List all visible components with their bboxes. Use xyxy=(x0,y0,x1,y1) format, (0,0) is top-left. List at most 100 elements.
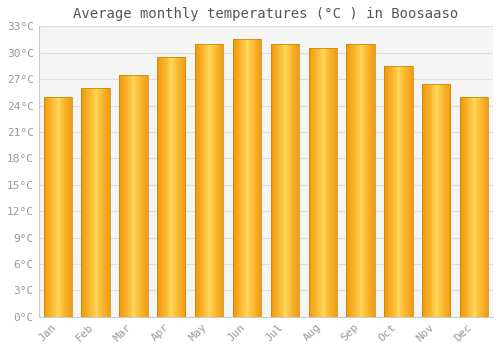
Bar xyxy=(243,40,244,317)
Bar xyxy=(428,84,430,317)
Bar xyxy=(94,88,96,317)
Bar xyxy=(346,44,375,317)
Bar xyxy=(176,57,177,317)
Bar xyxy=(122,75,123,317)
Bar xyxy=(460,97,488,317)
Bar xyxy=(215,44,216,317)
Bar xyxy=(369,44,370,317)
Bar xyxy=(426,84,427,317)
Bar xyxy=(168,57,170,317)
Bar xyxy=(256,40,258,317)
Bar xyxy=(55,97,56,317)
Bar xyxy=(254,40,256,317)
Bar xyxy=(407,66,408,317)
Bar xyxy=(370,44,371,317)
Bar xyxy=(143,75,144,317)
Bar xyxy=(372,44,373,317)
Bar xyxy=(213,44,214,317)
Bar xyxy=(440,84,441,317)
Bar xyxy=(121,75,122,317)
Bar xyxy=(318,48,319,317)
Bar xyxy=(69,97,70,317)
Bar xyxy=(443,84,444,317)
Bar xyxy=(364,44,366,317)
Bar xyxy=(238,40,240,317)
Bar xyxy=(473,97,474,317)
Bar xyxy=(354,44,355,317)
Bar xyxy=(64,97,66,317)
Bar xyxy=(51,97,52,317)
Bar xyxy=(105,88,106,317)
Bar xyxy=(282,44,283,317)
Bar xyxy=(272,44,274,317)
Bar xyxy=(310,48,312,317)
Bar xyxy=(334,48,335,317)
Bar xyxy=(313,48,314,317)
Bar xyxy=(362,44,364,317)
Bar xyxy=(157,57,158,317)
Bar xyxy=(356,44,357,317)
Bar xyxy=(466,97,468,317)
Bar xyxy=(423,84,424,317)
Bar xyxy=(316,48,317,317)
Title: Average monthly temperatures (°C ) in Boosaaso: Average monthly temperatures (°C ) in Bo… xyxy=(74,7,458,21)
Bar xyxy=(446,84,447,317)
Bar xyxy=(102,88,103,317)
Bar xyxy=(486,97,488,317)
Bar xyxy=(92,88,93,317)
Bar xyxy=(70,97,71,317)
Bar xyxy=(346,44,348,317)
Bar xyxy=(294,44,296,317)
Bar xyxy=(331,48,332,317)
Bar xyxy=(285,44,286,317)
Bar xyxy=(198,44,200,317)
Bar xyxy=(218,44,220,317)
Bar xyxy=(67,97,68,317)
Bar xyxy=(385,66,386,317)
Bar xyxy=(166,57,168,317)
Bar xyxy=(162,57,163,317)
Bar xyxy=(127,75,128,317)
Bar xyxy=(90,88,91,317)
Bar xyxy=(308,48,310,317)
Bar xyxy=(124,75,125,317)
Bar xyxy=(357,44,358,317)
Bar xyxy=(317,48,318,317)
Bar xyxy=(424,84,425,317)
Bar xyxy=(446,84,448,317)
Bar xyxy=(246,40,247,317)
Bar xyxy=(284,44,285,317)
Bar xyxy=(290,44,292,317)
Bar xyxy=(84,88,86,317)
Bar xyxy=(462,97,463,317)
Bar xyxy=(274,44,276,317)
Bar xyxy=(436,84,438,317)
Bar xyxy=(57,97,58,317)
Bar xyxy=(445,84,446,317)
Bar xyxy=(172,57,174,317)
Bar xyxy=(481,97,482,317)
Bar xyxy=(245,40,246,317)
Bar xyxy=(91,88,92,317)
Bar xyxy=(367,44,368,317)
Bar xyxy=(315,48,316,317)
Bar xyxy=(328,48,330,317)
Bar xyxy=(270,44,272,317)
Bar xyxy=(44,97,72,317)
Bar xyxy=(50,97,51,317)
Bar xyxy=(461,97,462,317)
Bar xyxy=(48,97,50,317)
Bar xyxy=(422,84,450,317)
Bar xyxy=(173,57,174,317)
Bar xyxy=(159,57,160,317)
Bar xyxy=(350,44,351,317)
Bar xyxy=(130,75,132,317)
Bar xyxy=(214,44,215,317)
Bar xyxy=(54,97,55,317)
Bar xyxy=(349,44,350,317)
Bar xyxy=(298,44,299,317)
Bar xyxy=(82,88,110,317)
Bar xyxy=(283,44,284,317)
Bar xyxy=(140,75,141,317)
Bar xyxy=(233,40,261,317)
